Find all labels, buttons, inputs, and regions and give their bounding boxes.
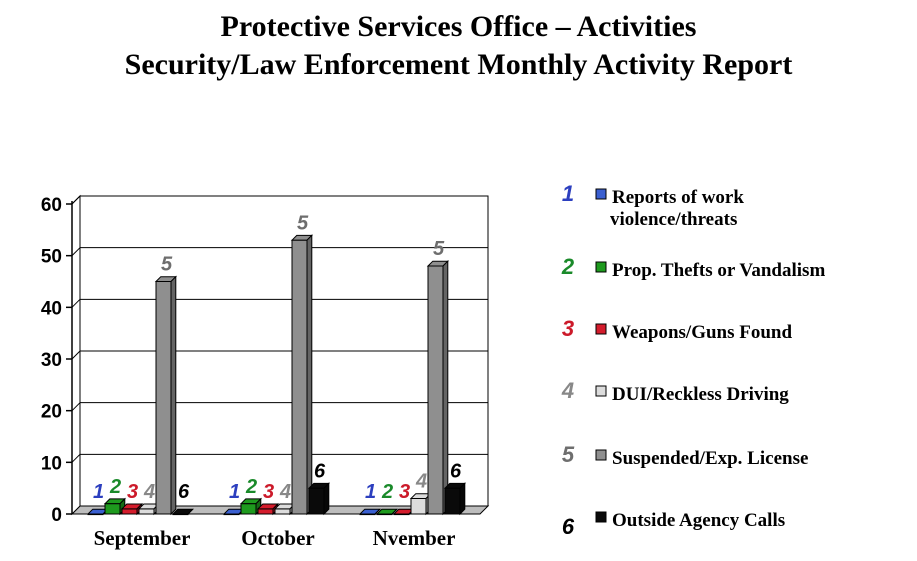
x-category-label: September xyxy=(94,526,191,550)
chart-title-line-1: Protective Services Office – Activities xyxy=(220,10,697,43)
bar-series-label: 3 xyxy=(399,481,410,503)
legend-label: Outside Agency Calls xyxy=(612,510,785,531)
bar-side xyxy=(442,259,449,516)
bar xyxy=(155,281,172,515)
bar-series-label: 2 xyxy=(381,481,393,503)
bar xyxy=(308,487,325,515)
bar-series-label: 4 xyxy=(279,481,291,503)
y-tick-label: 0 xyxy=(51,505,62,526)
bar-series-label: 1 xyxy=(229,481,240,503)
bar-series-label: 5 xyxy=(161,254,173,276)
legend-series-number: 1 xyxy=(562,181,574,206)
bar xyxy=(444,487,461,515)
bar-series-label: 6 xyxy=(314,460,326,482)
bar-series-label: 6 xyxy=(178,481,190,503)
bar-series-label: 5 xyxy=(297,212,309,234)
bar-series-label: 2 xyxy=(245,476,257,498)
legend-swatch xyxy=(595,449,607,461)
bar xyxy=(427,265,444,515)
x-category-label: Nvember xyxy=(373,526,456,550)
gridline-side xyxy=(71,402,81,412)
y-tick-label: 60 xyxy=(41,195,62,216)
bar xyxy=(104,503,121,515)
bar-series-label: 1 xyxy=(365,481,376,503)
legend-swatch xyxy=(595,323,607,335)
legend-series-number: 4 xyxy=(561,378,574,403)
x-category-label: October xyxy=(241,526,314,550)
legend-label: Suspended/Exp. License xyxy=(612,448,808,469)
bar-side xyxy=(459,482,466,516)
legend-label: violence/threats xyxy=(610,209,737,230)
bar-series-label: 2 xyxy=(109,476,121,498)
legend-swatch xyxy=(595,261,607,273)
bar-side xyxy=(391,508,398,515)
gridline-side xyxy=(71,453,81,463)
legend-label: Reports of work xyxy=(612,187,744,208)
bar xyxy=(138,508,155,515)
y-tick-label: 40 xyxy=(41,298,62,319)
y-tick-label: 50 xyxy=(41,247,62,268)
bar-side xyxy=(306,234,313,516)
bar xyxy=(240,503,257,515)
legend-swatch xyxy=(595,188,607,200)
legend-label: Weapons/Guns Found xyxy=(612,322,792,343)
y-tick-label: 30 xyxy=(41,350,62,371)
bar xyxy=(257,508,274,515)
bar xyxy=(274,508,291,515)
bar-series-label: 1 xyxy=(93,481,104,503)
bar-series-label: 5 xyxy=(433,238,445,260)
bar-series-label: 6 xyxy=(450,460,462,482)
y-tick-label: 20 xyxy=(41,402,62,423)
bar xyxy=(291,239,308,515)
bar-side xyxy=(374,508,381,515)
bar-side xyxy=(170,275,177,516)
bar-side xyxy=(187,508,194,515)
gridline-side xyxy=(71,195,81,205)
legend-series-number: 5 xyxy=(562,442,575,467)
legend-swatch xyxy=(595,385,607,397)
gridline-side xyxy=(71,247,81,257)
bar xyxy=(410,498,427,515)
chart-title: Protective Services Office – Activities … xyxy=(0,8,917,84)
chart-title-line-2: Security/Law Enforcement Monthly Activit… xyxy=(124,48,793,81)
bar xyxy=(121,508,138,515)
legend-series-number: 2 xyxy=(561,254,575,279)
legend-series-number: 6 xyxy=(562,514,575,539)
gridline-side xyxy=(71,298,81,308)
y-tick-label: 10 xyxy=(41,453,62,474)
bar-series-label: 4 xyxy=(143,481,155,503)
bar-side xyxy=(323,482,330,516)
legend-label: DUI/Reckless Driving xyxy=(612,384,789,405)
bar-series-label: 4 xyxy=(415,471,427,493)
legend-series-number: 3 xyxy=(562,316,574,341)
bar-series-label: 3 xyxy=(263,481,274,503)
bar-series-label: 3 xyxy=(127,481,138,503)
gridline-side xyxy=(71,350,81,360)
legend-swatch xyxy=(595,511,607,523)
legend-label: Prop. Thefts or Vandalism xyxy=(612,260,825,281)
